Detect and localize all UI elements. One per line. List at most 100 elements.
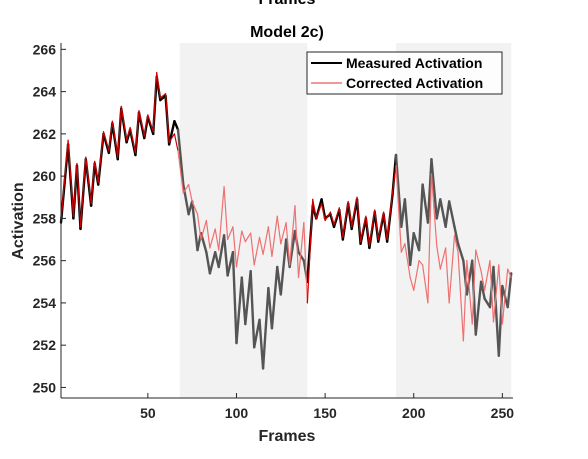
corrected-segment-11 — [108, 120, 114, 152]
corrected-segment-32 — [200, 219, 207, 241]
corrected-segment-89 — [453, 234, 459, 253]
measured-segment-43 — [249, 270, 256, 349]
measured-segment-41 — [240, 276, 247, 326]
corrected-segment-81 — [418, 260, 424, 266]
measured-segment-46 — [261, 286, 270, 370]
legend-label-measured: Measured Activation — [346, 55, 482, 71]
top-frames-label: Frames — [259, 0, 316, 8]
corrected-segment-29 — [188, 183, 193, 203]
y-tick-label-256: 256 — [33, 253, 57, 269]
measured-segment-33 — [205, 250, 212, 275]
corrected-segment-63 — [338, 207, 344, 239]
corrected-segment-43 — [250, 232, 255, 266]
corrected-segment-66 — [351, 196, 358, 228]
corrected-segment-49 — [276, 215, 282, 245]
corrected-segment-51 — [285, 222, 291, 266]
corrected-segment-77 — [400, 243, 406, 253]
measured-segment-27 — [176, 128, 185, 186]
corrected-segment-22 — [156, 71, 161, 99]
corrected-segment-93 — [471, 249, 477, 325]
x-tick-label-150: 150 — [313, 405, 337, 421]
corrected-segment-58 — [315, 202, 323, 219]
corrected-segment-12 — [111, 120, 119, 158]
corrected-segment-4 — [76, 162, 82, 228]
corrected-segment-97 — [489, 260, 495, 323]
corrected-segment-60 — [324, 211, 332, 222]
corrected-segment-88 — [448, 234, 456, 304]
x-tick-label-100: 100 — [225, 405, 249, 421]
y-tick-label-260: 260 — [33, 168, 57, 184]
measured-segment-79 — [408, 231, 415, 267]
corrected-segment-71 — [374, 209, 379, 241]
measured-segment-62 — [332, 208, 341, 229]
y-tick-label-266: 266 — [33, 41, 57, 57]
corrected-segment-46 — [262, 226, 269, 255]
chart-title: Model 2c) — [250, 24, 324, 41]
corrected-segment-52 — [289, 205, 296, 266]
shaded-region-1 — [179, 43, 308, 398]
measured-segment-78 — [403, 198, 412, 267]
measured-segment-99 — [497, 284, 504, 357]
corrected-segment-36 — [218, 186, 225, 251]
x-tick-label-200: 200 — [402, 405, 426, 421]
measured-segment-76 — [394, 153, 403, 229]
corrected-segment-21 — [152, 71, 158, 133]
legend-label-corrected: Corrected Activation — [346, 75, 483, 91]
corrected-segment-86 — [439, 247, 447, 270]
measured-segment-94 — [474, 280, 483, 336]
corrected-segment-27 — [177, 150, 184, 194]
corrected-segment-2 — [67, 139, 75, 217]
corrected-segment-38 — [227, 226, 234, 241]
corrected-segment-101 — [507, 268, 512, 279]
x-tick-label-50: 50 — [140, 405, 156, 421]
corrected-segment-70 — [368, 209, 376, 247]
corrected-segment-17 — [134, 110, 140, 154]
corrected-segment-6 — [85, 156, 92, 205]
corrected-segment-20 — [147, 114, 154, 133]
measured-segment-89 — [453, 225, 460, 245]
corrected-segment-55 — [303, 222, 308, 304]
measured-segment-48 — [270, 265, 279, 330]
measured-segment-54 — [297, 250, 306, 262]
corrected-segment-34 — [209, 228, 216, 249]
y-tick-label-264: 264 — [33, 84, 57, 100]
corrected-segment-23 — [159, 93, 167, 99]
corrected-segment-35 — [214, 228, 220, 251]
corrected-segment-44 — [253, 236, 261, 266]
corrected-segment-96 — [484, 260, 491, 291]
corrected-segment-42 — [244, 232, 252, 243]
corrected-segment-3 — [72, 162, 78, 217]
corrected-segment-45 — [258, 236, 264, 255]
measured-segment-98 — [492, 265, 501, 357]
measured-segment-37 — [222, 234, 229, 277]
x-axis-ticks: 50 100 150 200 250 — [140, 393, 514, 421]
corrected-segment-65 — [347, 200, 353, 228]
measured-segment-83 — [426, 158, 433, 224]
legend: Measured Activation Corrected Activation — [306, 51, 503, 95]
corrected-segment-75 — [391, 164, 397, 194]
corrected-segment-57 — [312, 198, 317, 219]
corrected-segment-80 — [413, 260, 420, 291]
corrected-segment-69 — [365, 215, 371, 247]
measured-segment-101 — [506, 272, 513, 309]
corrected-segment-31 — [196, 213, 202, 241]
corrected-segment-82 — [422, 264, 429, 304]
measured-segment-84 — [430, 158, 438, 220]
corrected-segment-15 — [125, 126, 131, 141]
measured-segment-82 — [421, 183, 430, 224]
corrected-segment-99 — [498, 264, 503, 325]
corrected-segment-24 — [164, 93, 170, 143]
corrected-segment-74 — [386, 192, 394, 241]
corrected-segment-100 — [501, 268, 509, 325]
measured-segment-88 — [447, 200, 456, 229]
corrected-segment-16 — [129, 126, 137, 154]
corrected-segment-87 — [445, 247, 450, 304]
series-lines — [59, 71, 513, 370]
measured-segment-36 — [217, 234, 226, 269]
corrected-segment-91 — [462, 260, 468, 342]
x-tick-label-250: 250 — [491, 405, 515, 421]
corrected-segment-14 — [120, 105, 128, 141]
corrected-segment-83 — [427, 173, 433, 304]
corrected-segment-37 — [223, 186, 229, 241]
